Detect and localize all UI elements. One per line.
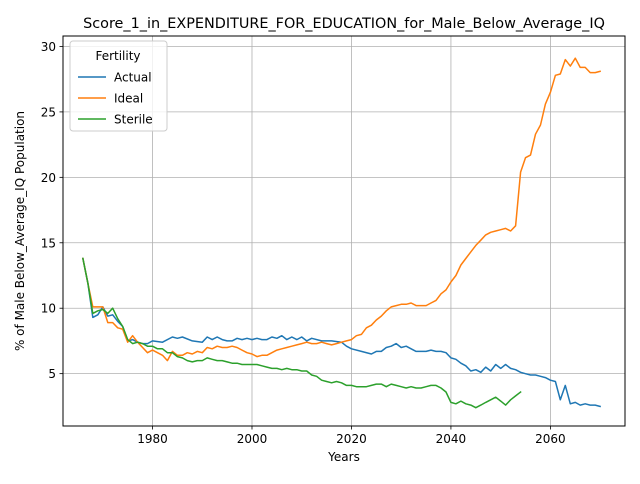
x-tick-label: 2020 xyxy=(336,432,367,446)
x-tick-label: 1980 xyxy=(137,432,168,446)
legend-label-ideal: Ideal xyxy=(114,92,143,106)
series-line-sterile xyxy=(82,257,522,409)
legend-label-sterile: Sterile xyxy=(114,113,153,127)
legend-label-actual: Actual xyxy=(114,71,152,85)
x-tick-label: 2040 xyxy=(436,432,467,446)
grid xyxy=(63,36,625,426)
legend-box xyxy=(69,40,168,132)
y-tick-label: 10 xyxy=(41,302,56,316)
y-tick-label: 30 xyxy=(41,40,56,54)
y-tick-label: 25 xyxy=(41,105,56,119)
y-tick-label: 15 xyxy=(41,236,56,250)
axis-ticks: 1980 2000 2020 2040 2060 5 10 15 20 25 30 xyxy=(41,40,566,446)
y-tick-label: 20 xyxy=(41,171,56,185)
legend: Fertility Actual Ideal Sterile xyxy=(69,40,168,132)
series-line-ideal xyxy=(82,57,602,362)
plot-frame xyxy=(62,35,626,427)
chart-title: Score_1_in_EXPENDITURE_FOR_EDUCATION_for… xyxy=(83,16,605,32)
legend-entries: Actual Ideal Sterile xyxy=(78,71,153,127)
x-tick-label: 2000 xyxy=(237,432,268,446)
x-tick-label: 2060 xyxy=(535,432,566,446)
series-line-actual xyxy=(82,257,602,408)
series-lines xyxy=(82,57,602,409)
y-tick-label: 5 xyxy=(48,367,56,381)
x-axis-label: Years xyxy=(327,450,360,464)
y-axis-label: % of Male Below_Average_IQ Population xyxy=(13,111,27,351)
legend-title: Fertility xyxy=(95,49,140,63)
